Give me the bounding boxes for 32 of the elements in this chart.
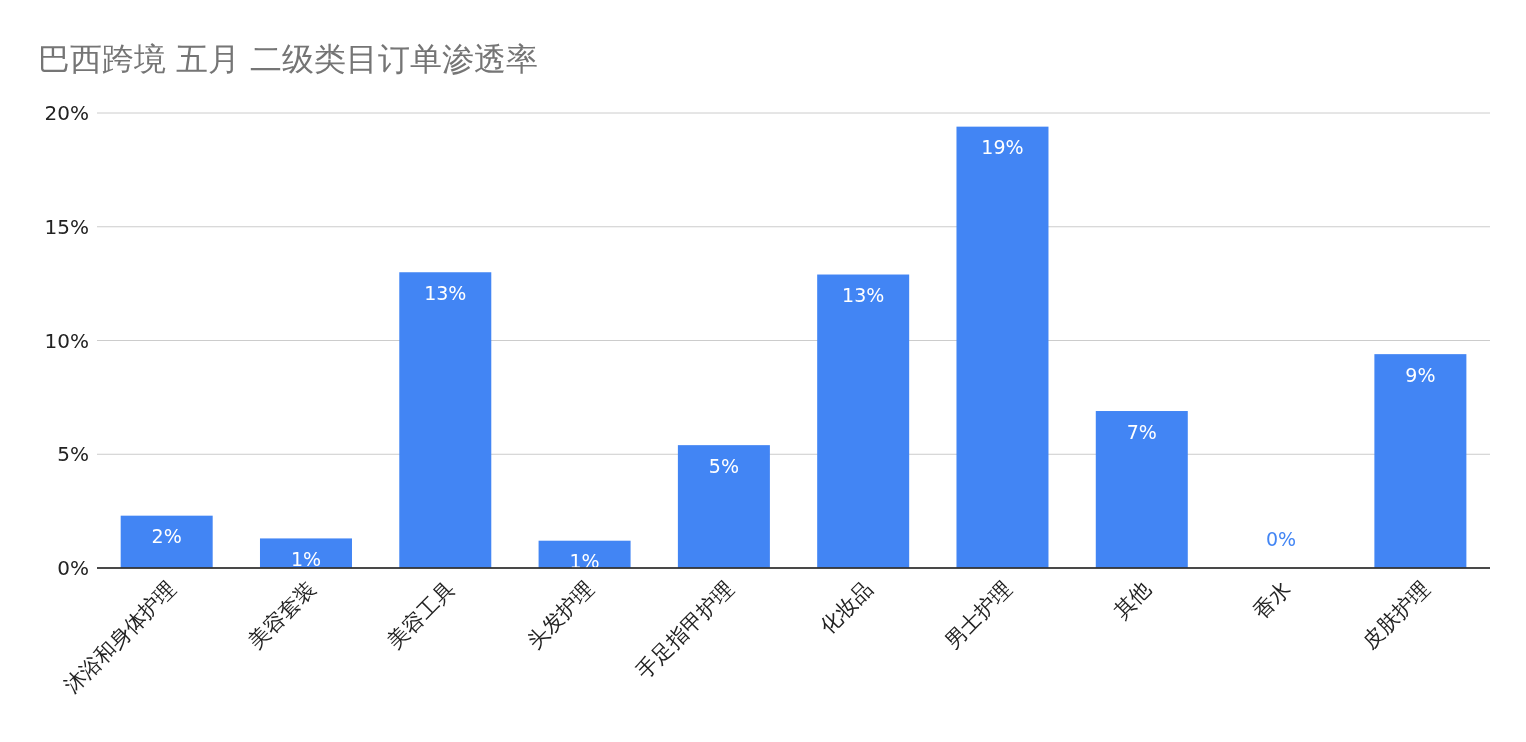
x-tick-label: 美容工具 [382, 577, 460, 654]
y-tick-label: 20% [44, 101, 89, 126]
data-label: 9% [1405, 363, 1436, 386]
data-label: 2% [151, 525, 182, 548]
x-tick-label: 头发护理 [522, 577, 599, 654]
chart-title: 巴西跨境 五月 二级类目订单渗透率 [38, 39, 539, 80]
x-tick-label: 香水 [1248, 577, 1296, 624]
bar [1374, 354, 1467, 568]
x-tick-label: 化妆品 [815, 577, 878, 639]
x-tick-label: 手足指甲护理 [631, 577, 738, 684]
data-label: 13% [842, 284, 885, 307]
data-label: 1% [569, 550, 600, 573]
y-tick-label: 5% [57, 442, 89, 467]
bar [120, 515, 213, 568]
data-label: 0% [1266, 527, 1297, 550]
data-label: 19% [981, 136, 1024, 159]
data-label: 1% [290, 547, 322, 570]
bar [677, 445, 770, 568]
bar [399, 272, 492, 568]
data-label: 5% [708, 454, 739, 477]
x-tick-label: 皮肤护理 [1358, 577, 1435, 654]
y-tick-label: 10% [44, 328, 89, 353]
bar [956, 126, 1049, 568]
bar [259, 538, 352, 568]
x-tick-label: 其他 [1109, 577, 1156, 624]
bar [1095, 411, 1188, 568]
y-tick-label: 15% [44, 214, 89, 239]
data-label: 7% [1126, 420, 1157, 443]
data-label: 13% [424, 281, 467, 304]
x-tick-label: 美容套装 [243, 577, 321, 654]
x-tick-label: 男士护理 [940, 577, 1017, 654]
bar [817, 274, 910, 568]
